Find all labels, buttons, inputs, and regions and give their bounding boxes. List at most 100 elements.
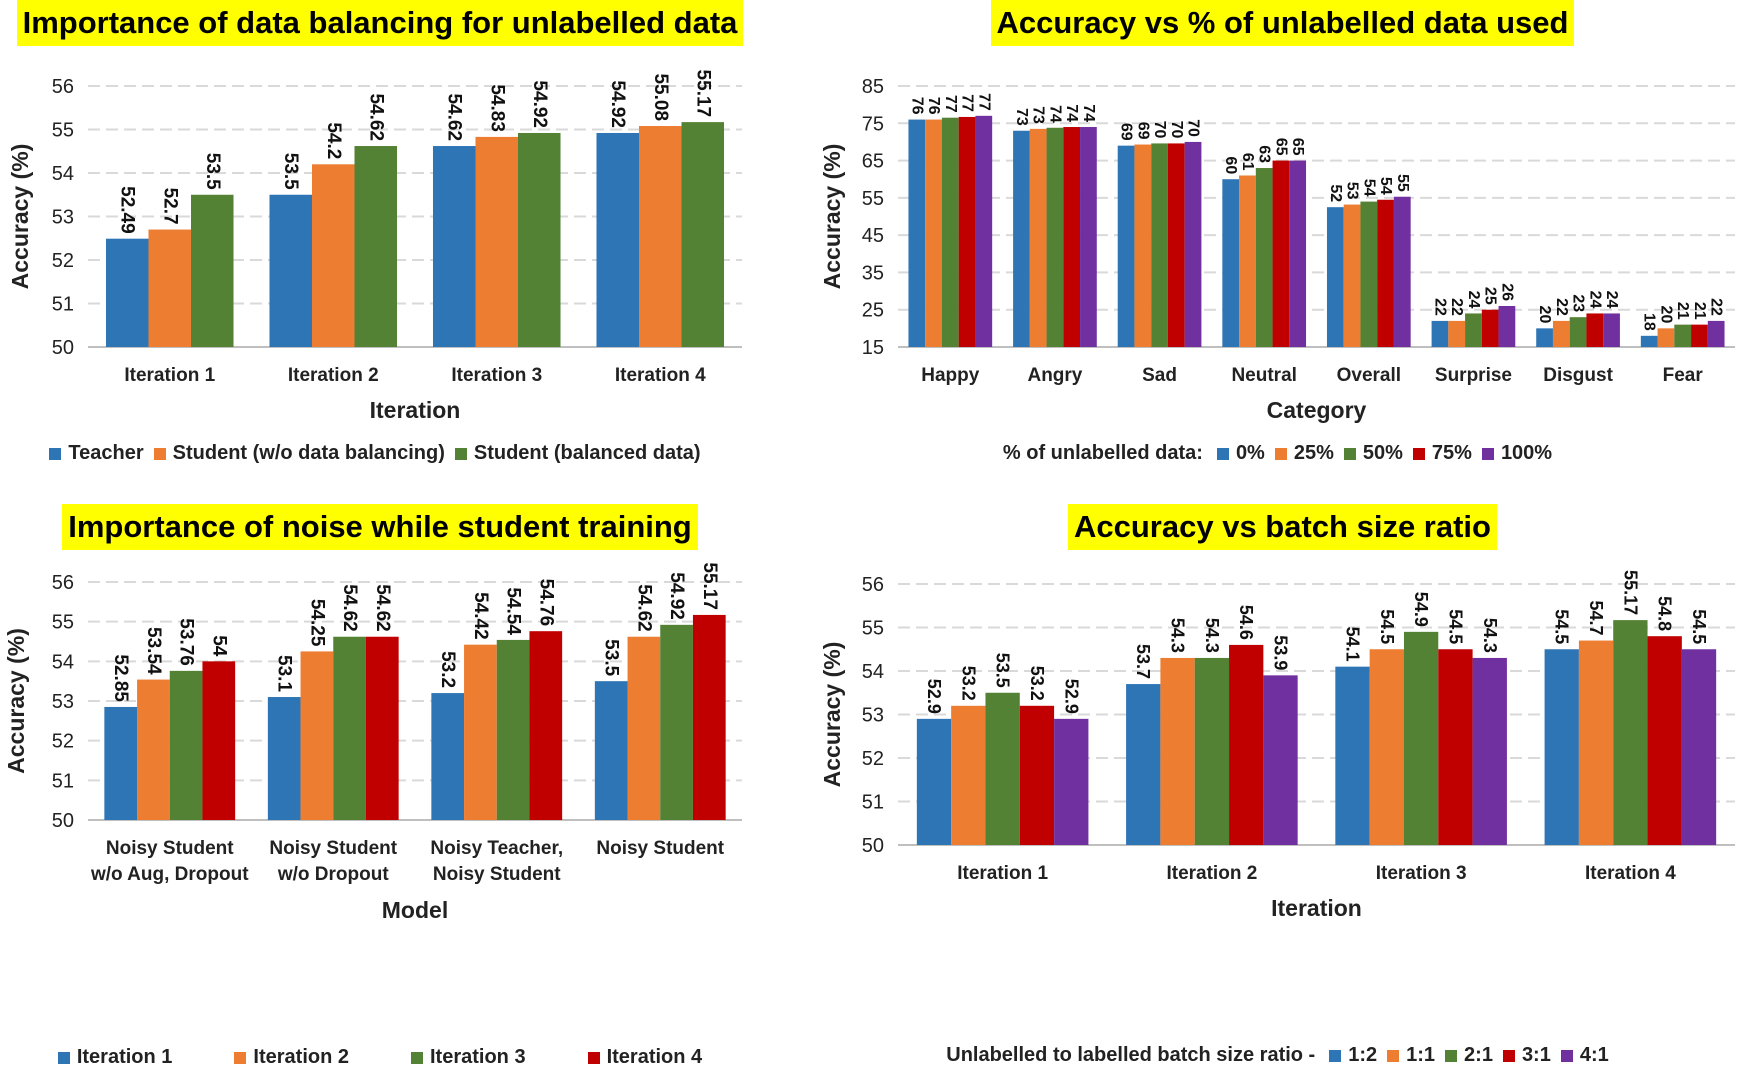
chart-title: Accuracy vs batch size ratio (1068, 504, 1497, 550)
bar (1536, 328, 1553, 347)
y-tick-label: 52 (52, 250, 74, 272)
legend-label: 100% (1500, 442, 1553, 464)
y-tick-label: 55 (52, 120, 74, 142)
bar-value-label: 55 (1394, 174, 1411, 192)
bar-value-label: 26 (1498, 283, 1515, 301)
chart-legend: Teacher Student (w/o data balancing) Stude… (0, 442, 760, 465)
bar (1438, 649, 1473, 845)
bar-value-label: 73 (1013, 108, 1030, 126)
bar (300, 651, 334, 820)
legend-swatch (1343, 447, 1356, 460)
bar-value-label: 77 (959, 94, 976, 112)
bar-value-label: 24 (1465, 291, 1482, 309)
bar-value-label: 74 (1046, 105, 1063, 123)
y-tick-label: 51 (52, 770, 74, 792)
bar (1603, 313, 1620, 347)
legend-label: Iteration 2 (253, 1046, 349, 1068)
bar (1657, 328, 1675, 347)
bar-value-label: 22 (1708, 298, 1725, 316)
bar (1289, 160, 1307, 347)
bar-value-label: 70 (1168, 121, 1185, 139)
legend-label: 75% (1431, 442, 1472, 464)
legend-item: Iteration 1 (57, 1046, 172, 1069)
y-axis-title: Accuracy (%) (7, 144, 33, 290)
bar (1403, 631, 1439, 845)
bar-value-label: 52.9 (1061, 679, 1081, 714)
legend-item: Student (w/o data balancing) (153, 442, 445, 465)
y-tick-label: 50 (862, 835, 884, 857)
bar (148, 229, 192, 347)
bar (354, 146, 398, 347)
chart-title: Accuracy vs % of unlabelled data used (990, 0, 1575, 46)
bar-value-label: 52.9 (924, 679, 944, 714)
bar-value-label: 60 (1222, 156, 1239, 174)
x-category-label: Noisy Student (596, 838, 724, 859)
chart-legend: % of unlabelled data: 0% 25% 50% 75% 100% (810, 442, 1755, 465)
bar (1431, 320, 1449, 347)
bar-value-label: 54.2 (323, 122, 344, 159)
bar-value-label: 54.25 (306, 599, 327, 647)
bar-value-label: 53.2 (1027, 666, 1047, 701)
bar-value-label: 54.3 (1202, 618, 1222, 653)
bar-value-label: 54.62 (365, 93, 386, 141)
bar (202, 661, 236, 820)
legend-swatch (1502, 1049, 1515, 1062)
bar-value-label: 70 (1151, 121, 1168, 139)
bar-value-label: 55.17 (699, 562, 720, 610)
bar (985, 692, 1020, 845)
x-category-label: Surprise (1435, 365, 1512, 386)
bar (925, 119, 942, 347)
bar (137, 679, 170, 820)
bar-value-label: 70 (1185, 119, 1202, 137)
bar (1194, 657, 1230, 845)
bar (311, 164, 355, 347)
legend-swatch (1216, 447, 1229, 460)
bar (333, 636, 366, 820)
legend-label: Student (balanced data) (473, 442, 701, 464)
bar-value-label: 52.49 (117, 186, 138, 234)
y-tick-label: 53 (52, 691, 74, 713)
bar (1674, 324, 1692, 347)
bar-value-label: 53.54 (143, 627, 164, 675)
legend-swatch (1560, 1049, 1573, 1062)
bar-value-label: 22 (1431, 298, 1448, 316)
bar (1222, 179, 1240, 347)
bar (1326, 207, 1344, 347)
bar (1054, 718, 1089, 845)
legend-swatch (1412, 447, 1425, 460)
bar-value-label: 53.1 (274, 655, 295, 692)
bar (496, 639, 530, 820)
bar-value-label: 54.76 (535, 579, 556, 627)
bar-value-label: 54.8 (1655, 596, 1675, 631)
legend-label: Iteration 4 (606, 1046, 703, 1068)
bar-value-label: 24 (1586, 291, 1603, 309)
bar-value-label: 54.62 (339, 584, 360, 632)
bar-value-label: 54.92 (666, 572, 687, 620)
legend-item: 0% (1216, 442, 1265, 465)
bar (365, 636, 399, 820)
x-category-label: Angry (1027, 365, 1082, 386)
bar-value-label: 54.92 (529, 80, 550, 128)
bar (1465, 313, 1482, 347)
legend-label: 25% (1293, 442, 1334, 464)
chart-title: Importance of data balancing for unlabel… (16, 0, 744, 46)
chart-title: Importance of noise while student traini… (62, 504, 698, 550)
x-category-label: Noisy Student (269, 838, 397, 859)
legend-item: 3:1 (1502, 1044, 1551, 1067)
bar (1184, 141, 1202, 347)
y-tick-label: 65 (862, 151, 884, 173)
y-tick-label: 56 (52, 76, 74, 98)
y-tick-label: 55 (52, 612, 74, 634)
legend-swatch (57, 1051, 70, 1064)
bar (104, 706, 138, 820)
bar (1707, 320, 1725, 347)
legend-label: Iteration 3 (430, 1046, 526, 1068)
x-category-label: Iteration 3 (1376, 863, 1467, 884)
x-category-label: Iteration 2 (1166, 863, 1257, 884)
bar (1134, 144, 1152, 347)
chart-svg: 50 51 52 53 54 55 56 52.85 53.54 53.76 54 Noisy Stu… (3, 562, 742, 923)
bar (269, 194, 312, 347)
y-axis-title: Accuracy (%) (819, 642, 845, 788)
bar (941, 117, 959, 347)
y-tick-label: 55 (862, 618, 884, 640)
